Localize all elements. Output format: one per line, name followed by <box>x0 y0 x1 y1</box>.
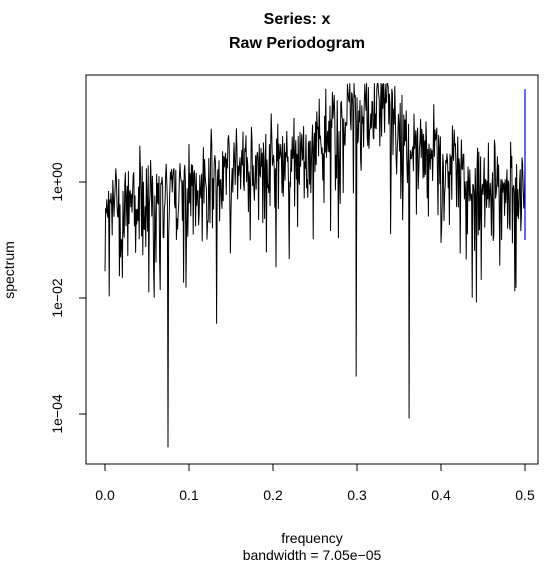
chart-subtitle: Raw Periodogram <box>229 35 365 52</box>
y-tick-label-0: 1e+00 <box>49 162 65 202</box>
spectrum-line <box>104 82 526 448</box>
spectrum-series <box>104 82 526 448</box>
bandwidth-label: bandwidth = 7.05e−05 <box>243 547 382 563</box>
chart-title: Series: x <box>264 11 331 28</box>
x-tick-label-5: 0.5 <box>515 487 535 503</box>
x-tick-label-0: 0.0 <box>95 487 115 503</box>
y-tick-label-1: 1e−02 <box>49 278 65 318</box>
y-axis: 1e+00 1e−02 1e−04 <box>49 162 87 434</box>
x-tick-label-2: 0.2 <box>263 487 283 503</box>
x-axis: 0.0 0.1 0.2 0.3 0.4 0.5 <box>95 463 535 503</box>
x-tick-label-4: 0.4 <box>431 487 451 503</box>
x-axis-label: frequency <box>281 530 342 546</box>
x-tick-label-1: 0.1 <box>179 487 199 503</box>
y-axis-label: spectrum <box>1 241 17 299</box>
x-tick-label-3: 0.3 <box>347 487 367 503</box>
y-tick-label-2: 1e−04 <box>49 394 65 434</box>
